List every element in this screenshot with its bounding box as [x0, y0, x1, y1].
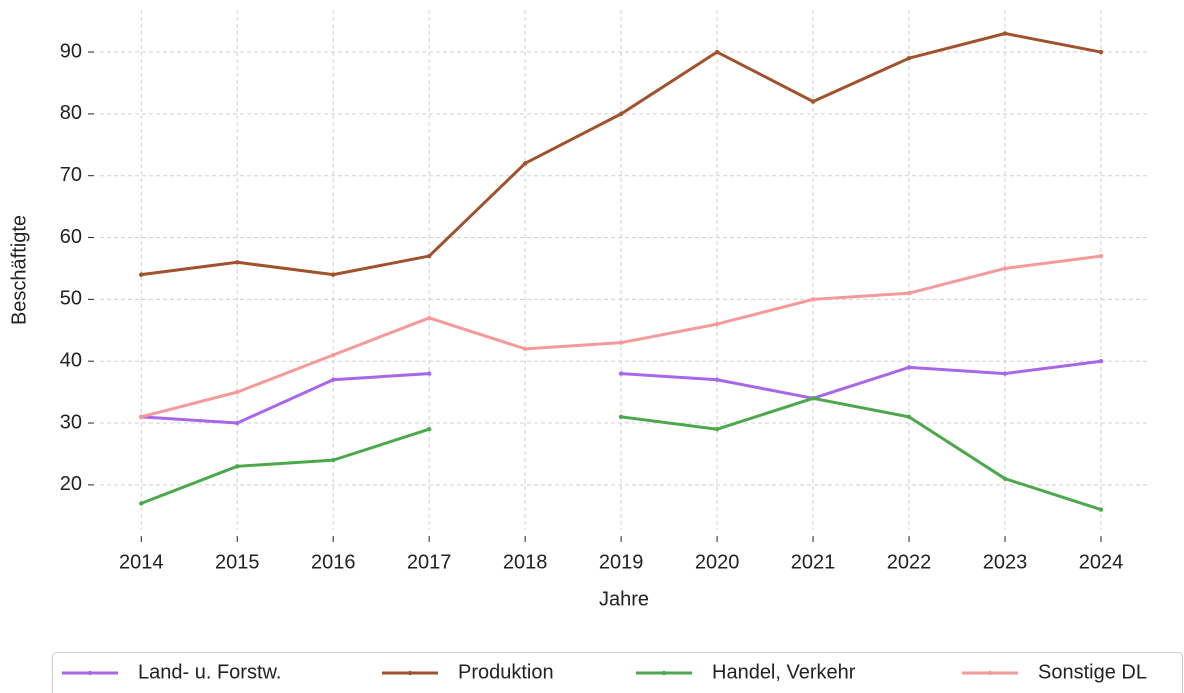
y-tick-label: 20 — [60, 473, 82, 495]
point — [235, 464, 240, 469]
y-tick-label: 80 — [60, 102, 82, 124]
point — [1098, 253, 1104, 259]
point — [522, 161, 528, 166]
point — [618, 371, 624, 376]
point — [618, 111, 624, 117]
legend-label: Handel, Verkehr — [712, 661, 856, 683]
point — [714, 427, 720, 432]
point — [522, 346, 528, 352]
x-tick-label: 2020 — [695, 551, 740, 573]
point — [139, 414, 144, 420]
point — [426, 315, 432, 321]
point — [331, 352, 336, 358]
y-tick-label: 40 — [60, 349, 82, 371]
point — [714, 321, 720, 327]
legend-marker — [407, 670, 413, 676]
x-tick-label: 2014 — [119, 551, 164, 573]
y-tick-label: 60 — [60, 226, 82, 248]
point — [235, 389, 240, 395]
series-line — [140, 396, 1102, 512]
x-tick-label: 2024 — [1079, 551, 1124, 573]
point — [810, 297, 816, 302]
point — [331, 272, 336, 277]
legend-box — [52, 652, 1183, 693]
legend-marker — [661, 670, 667, 676]
point — [906, 56, 912, 61]
series-line — [140, 254, 1102, 419]
point — [1002, 31, 1008, 36]
point — [906, 365, 912, 370]
point — [331, 457, 336, 463]
point — [235, 260, 240, 265]
point — [235, 420, 240, 426]
point — [1098, 359, 1104, 364]
point — [906, 414, 912, 420]
point — [810, 99, 816, 104]
point — [1002, 371, 1008, 376]
point — [1002, 266, 1008, 271]
x-tick-label: 2018 — [503, 551, 548, 573]
point — [1002, 476, 1008, 481]
point — [618, 414, 624, 420]
point — [906, 290, 912, 296]
y-tick-label: 70 — [60, 164, 82, 186]
point — [426, 253, 432, 259]
y-axis-label: Beschäftigte — [8, 215, 30, 325]
x-tick-label: 2022 — [887, 551, 932, 573]
point — [139, 501, 144, 506]
x-tick-label: 2017 — [407, 551, 452, 573]
y-tick-label: 90 — [60, 40, 82, 62]
point — [1098, 507, 1104, 512]
series-line — [141, 359, 1102, 425]
legend-label: Land- u. Forstw. — [138, 661, 281, 683]
point — [331, 377, 336, 382]
legend-marker — [987, 670, 993, 676]
x-axis-label: Jahre — [599, 588, 649, 610]
point — [714, 377, 720, 382]
x-tick-label: 2019 — [599, 551, 644, 573]
point — [618, 340, 624, 345]
point — [426, 427, 432, 432]
point — [714, 49, 720, 55]
legend-label: Produktion — [458, 661, 554, 683]
x-tick-label: 2021 — [791, 551, 836, 573]
y-tick-label: 50 — [60, 288, 82, 310]
x-tick-label: 2016 — [311, 551, 356, 573]
y-tick-label: 30 — [60, 411, 82, 433]
legend-marker — [87, 670, 93, 676]
point — [426, 371, 432, 376]
legend-label: Sonstige DL — [1038, 661, 1147, 683]
point — [139, 272, 144, 277]
point — [1098, 49, 1104, 55]
x-tick-label: 2015 — [215, 551, 260, 573]
point — [810, 396, 816, 401]
x-tick-label: 2023 — [983, 551, 1028, 573]
